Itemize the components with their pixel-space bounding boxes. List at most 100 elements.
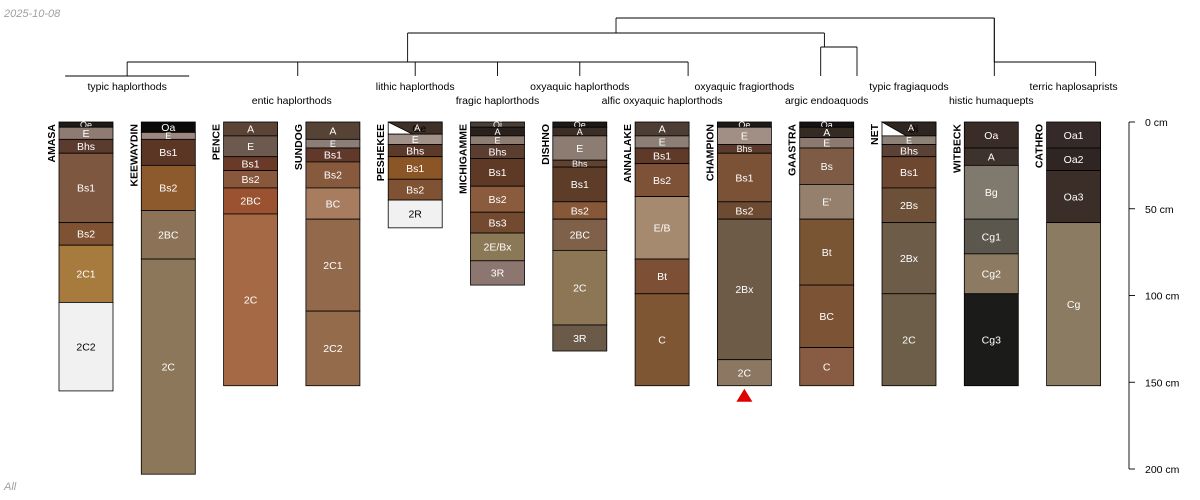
horizon (799, 347, 855, 387)
horizon-label: E (823, 138, 830, 150)
horizon-label: A (494, 127, 500, 137)
profile-witbeck: Oa A Bg Cg1 Cg2 Cg3 WITBECK (951, 121, 1019, 387)
horizon-label: E (906, 135, 912, 145)
horizon-label: A (988, 151, 995, 163)
horizon-label: C (823, 361, 831, 373)
horizon (881, 156, 937, 189)
horizon (717, 218, 772, 361)
horizon-label: E (247, 141, 254, 153)
horizon (552, 135, 608, 161)
axis-tick-label: 100 cm (1145, 291, 1180, 303)
horizon-label: A (659, 124, 666, 136)
horizon-label: A (414, 123, 420, 133)
horizon-label: Bs1 (406, 163, 424, 175)
profile-name: PENCE (211, 124, 223, 160)
horizon-label: 2C (902, 335, 916, 347)
horizon-label: 3R (491, 268, 505, 280)
horizon-label: Oa (161, 122, 175, 134)
profile-name: SUNDOG (293, 124, 305, 170)
taxon-label: typic fragiaquods (869, 81, 948, 93)
horizon-label: A (329, 125, 336, 137)
horizon (470, 158, 525, 187)
horizon-label: Bs1 (77, 183, 95, 195)
horizon-label: Bs1 (735, 172, 753, 184)
profile-pence: AE Bs1 Bs2 2BC 2C PENCE (211, 121, 279, 387)
horizon-label: Bs1 (324, 150, 342, 162)
horizon-label: Bs2 (488, 194, 506, 206)
horizon-label: 2C (162, 361, 176, 373)
horizon (470, 260, 525, 286)
taxon-label: oxyaquic haplorthods (530, 81, 629, 93)
dendrogram (65, 17, 1097, 77)
horizon-label: BC (326, 198, 341, 210)
depth-marker (736, 388, 753, 402)
taxon-label: typic haplorthods (87, 81, 166, 93)
horizon-label: E (330, 139, 336, 149)
horizon-label: E' (822, 197, 831, 209)
profile-annalake: AE Bs1 Bs2 E/B Bt C ANNALAKE (622, 121, 690, 387)
axis-tick-label: 50 cm (1145, 204, 1174, 216)
profile-name: GAASTRA (787, 124, 799, 176)
horizon-label: 2Bx (900, 253, 919, 265)
horizon (1046, 222, 1101, 387)
horizon-label: Bs (821, 161, 833, 173)
horizon-label: 2C (244, 295, 258, 307)
horizon-label: Cg2 (982, 269, 1001, 281)
horizon-label: Bs2 (406, 184, 424, 196)
horizon-label: Bs1 (653, 151, 671, 163)
horizon-label: Bhs (488, 146, 506, 158)
horizon-label: E (741, 131, 748, 143)
horizon (881, 187, 937, 224)
taxon-label: terric haplosaprists (1030, 81, 1118, 93)
profile-name: CHAMPION (704, 124, 716, 181)
horizon-label: 2C2 (323, 343, 342, 355)
horizon (387, 199, 443, 229)
horizon (58, 244, 114, 303)
profile-cathro: Oa1 Oa2 Oa3 Cg CATHRO (1034, 121, 1101, 387)
horizon-label: Oe (412, 123, 426, 135)
horizon-label: Bs1 (242, 158, 260, 170)
horizon-label: Bs3 (488, 217, 506, 229)
horizon (140, 164, 196, 211)
horizon (799, 218, 855, 286)
profile-name: MICHIGAMME (458, 124, 470, 194)
horizon (1046, 121, 1101, 149)
horizon (634, 163, 690, 198)
horizon (552, 218, 608, 251)
horizon-label: Bt (822, 247, 832, 259)
horizon-label: E (659, 137, 666, 149)
horizon-label: A (823, 127, 830, 139)
horizon-label: Oa (821, 120, 833, 130)
horizon-label: E/B (654, 223, 671, 235)
horizon-label: Cg3 (982, 335, 1001, 347)
horizon (799, 184, 855, 220)
horizon-label: 3R (573, 333, 587, 345)
profile-name: ANNALAKE (622, 124, 634, 183)
horizon (470, 185, 525, 213)
horizon (799, 147, 855, 185)
horizon-label: 2BC (570, 230, 591, 242)
horizon (305, 218, 361, 312)
horizon (881, 293, 937, 387)
horizon (963, 218, 1019, 255)
horizon-label: 2C1 (76, 269, 95, 281)
horizon (552, 324, 608, 352)
horizon-label: Bs1 (900, 167, 918, 179)
horizon-label: Bg (985, 187, 998, 199)
horizon-label: Bhs (572, 159, 588, 169)
horizon-label: E (82, 128, 89, 140)
horizon-label: Bs2 (571, 205, 589, 217)
horizon (58, 302, 114, 392)
horizon-label: E (576, 143, 583, 155)
taxon-label: histic humaquepts (949, 95, 1034, 107)
horizon-label: Bs2 (77, 229, 95, 241)
axis-tick-label: 200 cm (1145, 464, 1180, 476)
depth-axis: 0 cm 50 cm 100 cm 150 cm 200 cm (1128, 117, 1180, 476)
profile-name: AMASA (46, 124, 58, 163)
